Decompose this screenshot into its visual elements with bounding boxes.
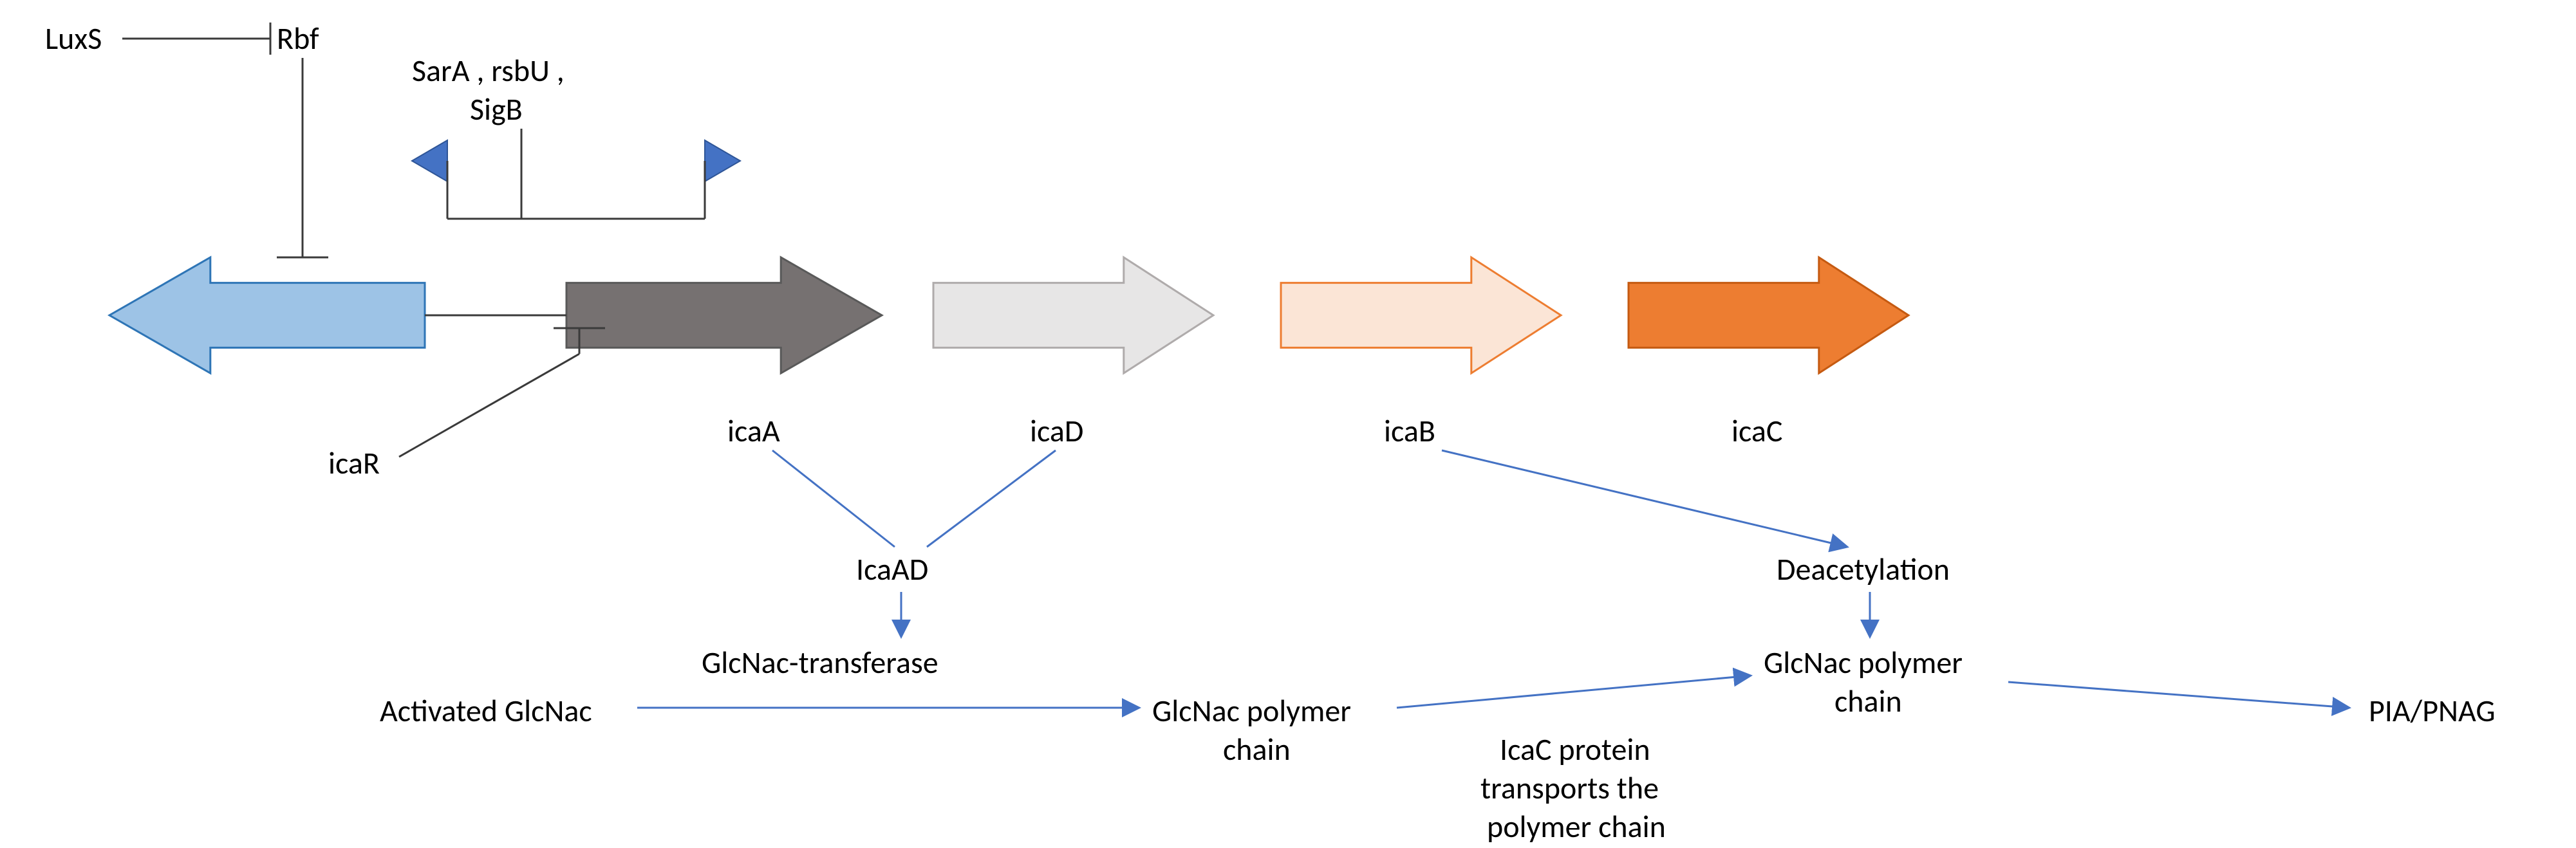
label-diagram-genes-icaC-label: icaC: [1731, 412, 1783, 450]
polymer-to-polymer2: [1397, 676, 1751, 708]
icaA-to-IcaAD: [772, 450, 895, 547]
label-diagram-genes-icaA-label: icaA: [727, 412, 780, 450]
polymer2-to-pia: [2008, 682, 2349, 708]
label-diagram-genes-icaB-label: icaB: [1384, 412, 1435, 450]
label-diagram-pathway-IcaC_transport_l3-label: polymer chain: [1487, 807, 1666, 845]
icar-diag: [399, 354, 579, 457]
label-diagram-pathway-PIA_PNAG-label: PIA/PNAG: [2369, 692, 2496, 730]
gene-icaC-arrow: [1629, 257, 1909, 373]
label-diagram-genes-icaD-label: icaD: [1030, 412, 1083, 450]
label-diagram-genes-icaR-label: icaR: [328, 444, 380, 482]
label-diagram-regulators-SarA_rsbU_SigB_line1-label: SarA , rsbU ,: [412, 51, 565, 89]
label-diagram-regulators-SarA_rsbU_SigB_line2-label: SigB: [470, 90, 523, 128]
diagram-canvas: LuxS Rbf SarA , rsbU ,SigB icaR icaA icaD icaB…: [0, 0, 2576, 848]
label-diagram-pathway-GlcNac_transferase-label: GlcNac-transferase: [702, 643, 938, 681]
label-diagram-pathway-GlcNac_polymer1_l1-label: GlcNac polymer: [1152, 692, 1351, 730]
gene-icaB-arrow: [1281, 257, 1561, 373]
label-diagram-pathway-Deacetylation-label: Deacetylation: [1777, 550, 1950, 588]
reg-arrowhead-left: [412, 140, 447, 181]
icaD-to-IcaAD: [927, 450, 1056, 547]
gene-icaA-arrow: [566, 257, 882, 373]
label-diagram-pathway-GlcNac_polymer2_l2-label: chain: [1834, 682, 1902, 720]
label-diagram-regulators-Rbf-label: Rbf: [277, 19, 319, 57]
label-diagram-pathway-GlcNac_polymer1_l2-label: chain: [1223, 730, 1291, 768]
label-diagram-pathway-IcaAD-label: IcaAD: [856, 550, 928, 588]
label-diagram-pathway-IcaC_transport_l1-label: IcaC protein: [1500, 730, 1650, 768]
gene-icaR-arrow: [109, 257, 425, 373]
icaB-to-deacet: [1442, 450, 1847, 547]
gene-icaD-arrow: [933, 257, 1213, 373]
label-diagram-pathway-IcaC_transport_l2-label: transports the: [1480, 769, 1659, 807]
reg-arrowhead-right: [705, 140, 740, 181]
label-diagram-regulators-LuxS-label: LuxS: [45, 19, 102, 57]
label-diagram-pathway-Activated_GlcNac-label: Activated GlcNac: [380, 692, 592, 730]
label-diagram-pathway-GlcNac_polymer2_l1-label: GlcNac polymer: [1764, 643, 1963, 681]
